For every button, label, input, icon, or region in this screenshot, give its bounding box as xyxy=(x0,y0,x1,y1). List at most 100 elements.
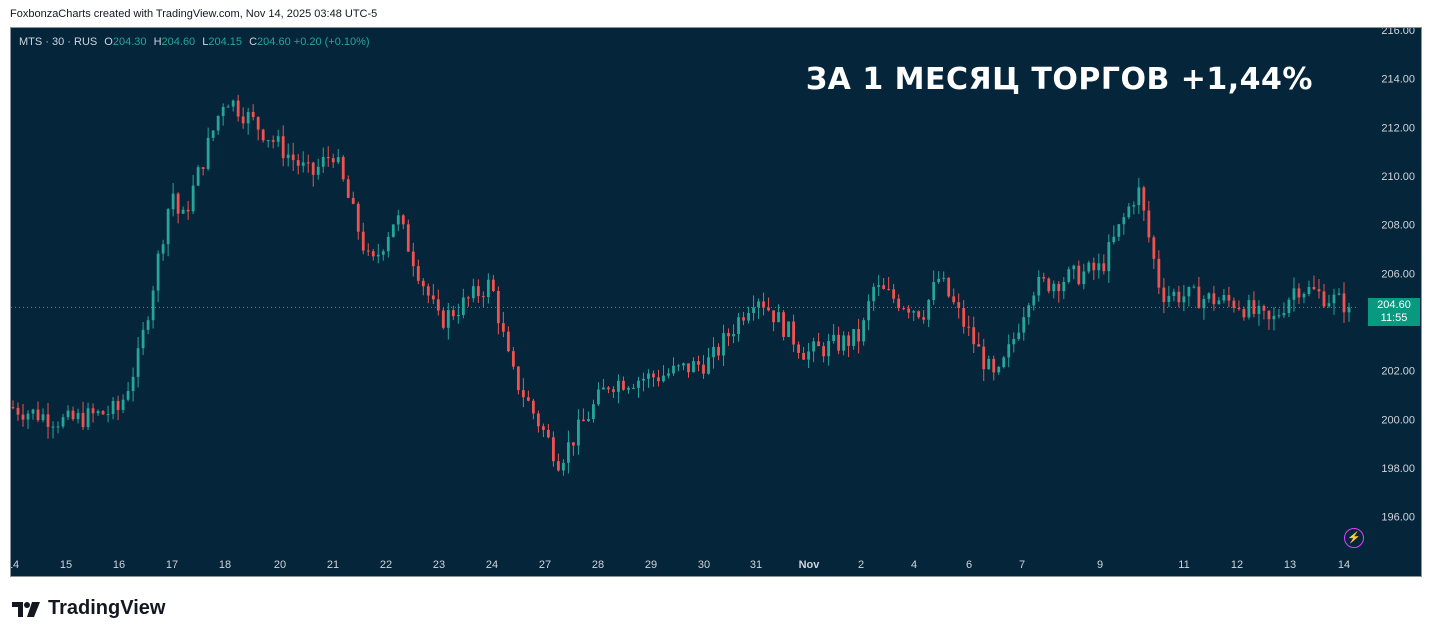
candle-body xyxy=(942,277,946,279)
candle-body xyxy=(1102,263,1106,272)
candle-body xyxy=(216,116,220,131)
candle-body xyxy=(86,408,90,428)
candle-body xyxy=(516,366,520,391)
candle-body xyxy=(767,307,770,311)
candle-body xyxy=(236,100,240,117)
candle-body xyxy=(877,285,881,287)
candle-body xyxy=(1192,286,1196,288)
candle-body xyxy=(722,333,725,356)
x-tick-label: 12 xyxy=(1231,559,1243,571)
candle-body xyxy=(1202,298,1206,309)
low-label: L xyxy=(202,36,209,48)
x-tick-label: 17 xyxy=(166,559,178,571)
candle-body xyxy=(867,301,871,321)
x-tick-label: 6 xyxy=(966,559,972,571)
lightning-icon[interactable]: ⚡ xyxy=(1344,528,1364,548)
candle-body xyxy=(937,278,941,283)
candle-body xyxy=(1067,269,1071,282)
candle-body xyxy=(977,344,981,347)
candle-body xyxy=(1007,344,1011,358)
candle-body xyxy=(56,426,60,428)
candle-body xyxy=(787,321,790,337)
candle-body xyxy=(922,317,926,320)
candle-body xyxy=(762,301,765,308)
candle-body xyxy=(627,387,630,390)
candle-body xyxy=(1032,295,1036,306)
candle-body xyxy=(752,307,755,314)
open-value: 204.30 xyxy=(112,36,147,48)
candle-body xyxy=(21,414,25,420)
candle-body xyxy=(632,387,635,389)
candle-body xyxy=(306,162,310,164)
open-label: O xyxy=(104,36,113,48)
candle-body xyxy=(36,409,40,421)
x-tick-label: 21 xyxy=(327,559,339,571)
candle-body xyxy=(932,282,936,300)
candle-body xyxy=(772,310,775,323)
candle-body xyxy=(321,156,325,167)
candle-body xyxy=(41,414,45,421)
candle-body xyxy=(557,461,560,471)
chart-panel[interactable]: 196.00198.00200.00202.00204.00206.00208.… xyxy=(10,27,1422,577)
candle-body xyxy=(1037,276,1041,296)
change-value: +0.20 (+0.10%) xyxy=(293,36,370,48)
candle-body xyxy=(1157,258,1161,288)
candle-body xyxy=(311,162,315,175)
x-tick-label: 20 xyxy=(274,559,286,571)
candle-body xyxy=(1077,265,1081,285)
candle-body xyxy=(186,209,190,212)
candle-body xyxy=(451,310,455,317)
candle-body xyxy=(612,389,615,392)
candle-body xyxy=(947,277,951,297)
candle-body xyxy=(1342,293,1346,313)
candle-body xyxy=(446,310,450,328)
candle-body xyxy=(396,215,400,225)
price-chart[interactable]: 196.00198.00200.00202.00204.00206.00208.… xyxy=(11,28,1421,576)
candle-body xyxy=(747,313,750,321)
candle-body xyxy=(81,413,85,428)
candle-body xyxy=(1347,307,1351,313)
candle-body xyxy=(26,413,30,420)
candle-body xyxy=(1127,206,1131,218)
candle-body xyxy=(416,266,420,281)
candle-body xyxy=(897,298,901,309)
candle-body xyxy=(116,400,120,410)
candle-body xyxy=(241,116,245,124)
candle-body xyxy=(1117,224,1121,237)
candle-body xyxy=(732,334,735,337)
candle-body xyxy=(1092,262,1096,271)
y-tick-label: 196.00 xyxy=(1381,512,1415,524)
symbol-label[interactable]: MTS · 30 · RUS xyxy=(19,36,98,48)
x-tick-label: 31 xyxy=(750,559,762,571)
x-tick-label: 29 xyxy=(645,559,657,571)
candle-body xyxy=(231,100,235,107)
candle-body xyxy=(1242,309,1246,318)
candle-body xyxy=(176,193,180,214)
candle-body xyxy=(131,376,135,392)
candle-body xyxy=(777,312,780,323)
candle-body xyxy=(662,375,665,382)
ohlc-legend: MTS · 30 · RUS O204.30 H204.60 L204.15 C… xyxy=(19,36,370,48)
candle-body xyxy=(707,357,710,374)
candle-body xyxy=(1052,283,1056,292)
candle-body xyxy=(1287,299,1291,314)
candle-body xyxy=(1147,210,1151,238)
candle-body xyxy=(61,417,65,427)
candle-body xyxy=(1332,294,1336,304)
candle-body xyxy=(1057,283,1061,292)
candle-body xyxy=(1337,293,1341,295)
candle-body xyxy=(331,158,335,163)
candle-body xyxy=(226,106,230,108)
candle-body xyxy=(927,299,931,320)
candle-body xyxy=(617,380,620,392)
candle-body xyxy=(521,390,525,398)
candle-body xyxy=(181,209,185,214)
candle-body xyxy=(742,317,745,321)
candle-body xyxy=(136,348,140,377)
candle-body xyxy=(677,365,680,367)
candle-body xyxy=(1002,357,1006,368)
candle-body xyxy=(251,112,255,118)
candle-body xyxy=(562,462,565,471)
candle-body xyxy=(592,404,595,420)
candle-body xyxy=(471,286,475,299)
